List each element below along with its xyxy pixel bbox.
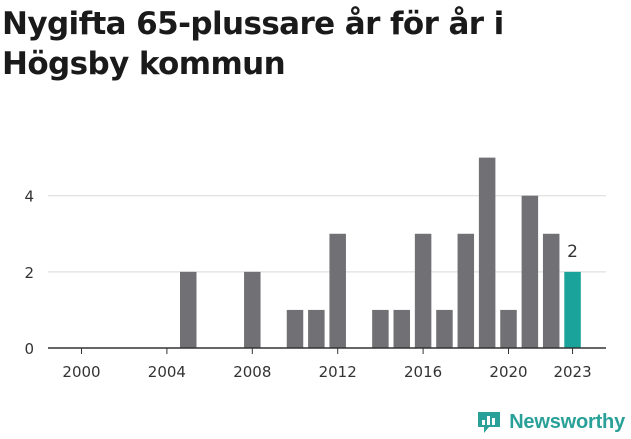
bar-2012 [329, 233, 346, 348]
bar-2005 [180, 271, 197, 348]
bar-2008 [244, 271, 261, 348]
newsworthy-logo-icon [478, 412, 501, 433]
bar-2019 [478, 157, 496, 348]
y-tick-label-4: 4 [24, 188, 34, 206]
x-tick-label-2004: 2004 [148, 363, 186, 381]
newsworthy-brand: Newsworthy [477, 406, 625, 438]
y-axis-labels: 0 2 4 [24, 188, 34, 358]
chart-title: Nygifta 65-plussare år för år i Högsby k… [2, 6, 504, 82]
bar-2023 [564, 271, 581, 348]
x-axis [48, 347, 606, 354]
bar-2022 [542, 233, 560, 348]
x-tick-label-2000: 2000 [62, 363, 100, 381]
bar-2016 [414, 233, 432, 348]
bars [180, 157, 581, 348]
x-tick-label-2020: 2020 [489, 363, 527, 381]
bar-2021 [521, 195, 539, 348]
bar-2017 [436, 309, 453, 348]
bar-2015 [393, 309, 410, 348]
bar-2018 [457, 233, 475, 348]
data-label-2023: 2 [567, 242, 578, 262]
bar-2014 [372, 309, 389, 348]
x-tick-label-2012: 2012 [319, 363, 357, 381]
brand-name: Newsworthy [509, 410, 625, 433]
y-tick-label-0: 0 [24, 340, 34, 358]
x-axis-labels: 2000 2004 2008 2012 2016 2020 2023 [62, 363, 591, 381]
x-tick-label-2023: 2023 [553, 363, 591, 381]
data-labels: 2 [567, 242, 578, 262]
x-tick-label-2008: 2008 [233, 363, 271, 381]
gridlines [48, 195, 606, 273]
bar-2010 [286, 309, 304, 348]
y-tick-label-2: 2 [24, 264, 34, 282]
bar-2011 [308, 309, 325, 348]
x-tick-label-2016: 2016 [404, 363, 442, 381]
bar-2020 [500, 309, 517, 348]
